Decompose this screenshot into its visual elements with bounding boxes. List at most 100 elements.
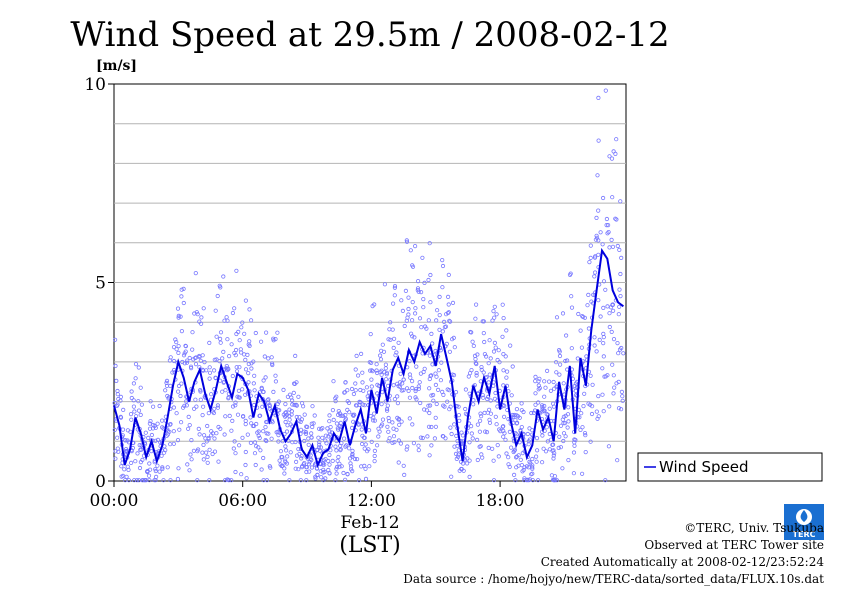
sample-point [179,287,184,292]
sample-point [619,255,624,260]
sample-point [386,337,391,342]
sample-point [258,339,264,344]
sample-point [165,465,170,470]
sample-point [181,286,186,291]
sample-point [501,428,506,433]
sample-point [360,433,365,438]
sample-point [565,425,570,430]
sample-point [271,389,276,394]
sample-point [264,438,269,444]
sample-point [541,446,546,451]
sample-point [334,471,339,476]
sample-point [313,474,318,479]
sample-point [263,424,268,430]
sample-point [543,449,549,454]
sample-point [189,457,194,462]
sample-point [431,398,436,403]
sample-point [610,195,615,200]
sample-point [236,329,241,334]
sample-point [244,476,249,481]
sample-point [288,450,293,455]
sample-point [176,466,181,471]
sample-point [445,294,451,299]
sample-point [186,414,191,419]
sample-point [616,351,621,356]
sample-point [486,380,491,385]
sample-point [226,396,231,401]
sample-point [410,385,415,391]
sample-point [615,243,620,249]
sample-point [414,364,419,369]
sample-point [323,433,328,438]
sample-point [592,343,597,348]
sample-point [254,444,259,449]
sample-point [455,454,461,459]
sample-point [588,439,593,444]
sample-point [266,431,271,436]
sample-point [299,456,304,461]
sample-point [198,389,203,394]
sample-point [488,411,493,416]
sample-point [501,315,506,321]
sample-point [134,478,140,483]
sample-point [392,439,397,445]
sample-point [128,411,134,417]
sample-point [179,381,184,386]
sample-point [194,404,199,409]
sample-point [429,393,434,398]
sample-point [229,342,234,347]
sample-point [217,283,222,288]
sample-point [482,351,487,357]
sample-point [604,223,609,228]
sample-point [338,420,343,425]
sample-point [542,394,547,399]
sample-point [433,424,438,429]
sample-point [404,238,409,243]
sample-point [466,374,471,379]
sample-point [420,435,425,441]
sample-point [334,466,339,471]
sample-point [199,321,204,326]
sample-point [367,360,372,365]
sample-point [424,408,430,413]
sample-point [388,337,393,342]
sample-point [596,138,601,143]
logo-drop-icon [800,510,808,522]
sample-point [455,443,460,449]
sample-point [345,399,350,404]
sample-point [175,437,181,443]
sample-point [486,407,492,412]
sample-point [146,435,151,440]
sample-point [133,361,139,367]
sample-point [391,336,397,341]
sample-point [492,340,497,345]
sample-point [452,444,457,449]
sample-point [157,469,162,474]
sample-point [564,358,570,363]
sample-point [519,462,525,468]
sample-point [167,358,172,363]
sample-point [352,412,357,417]
sample-point [337,464,342,469]
sample-point [448,404,453,409]
sample-point [335,458,340,463]
sample-point [337,461,342,466]
sample-point [310,404,315,409]
sample-point [302,438,307,444]
sample-point [607,311,612,316]
sample-point [372,453,377,459]
sample-point [619,389,625,394]
sample-point [247,307,252,312]
sample-point [595,173,600,178]
sample-point [592,335,597,340]
sample-point [251,359,256,364]
sample-point [534,435,540,441]
sample-point [607,324,612,330]
sample-point [341,470,346,476]
sample-point [501,351,506,357]
sample-point [556,347,562,353]
sample-point [552,451,557,456]
sample-point [414,397,419,402]
sample-point [202,359,207,365]
sample-point [610,302,616,307]
